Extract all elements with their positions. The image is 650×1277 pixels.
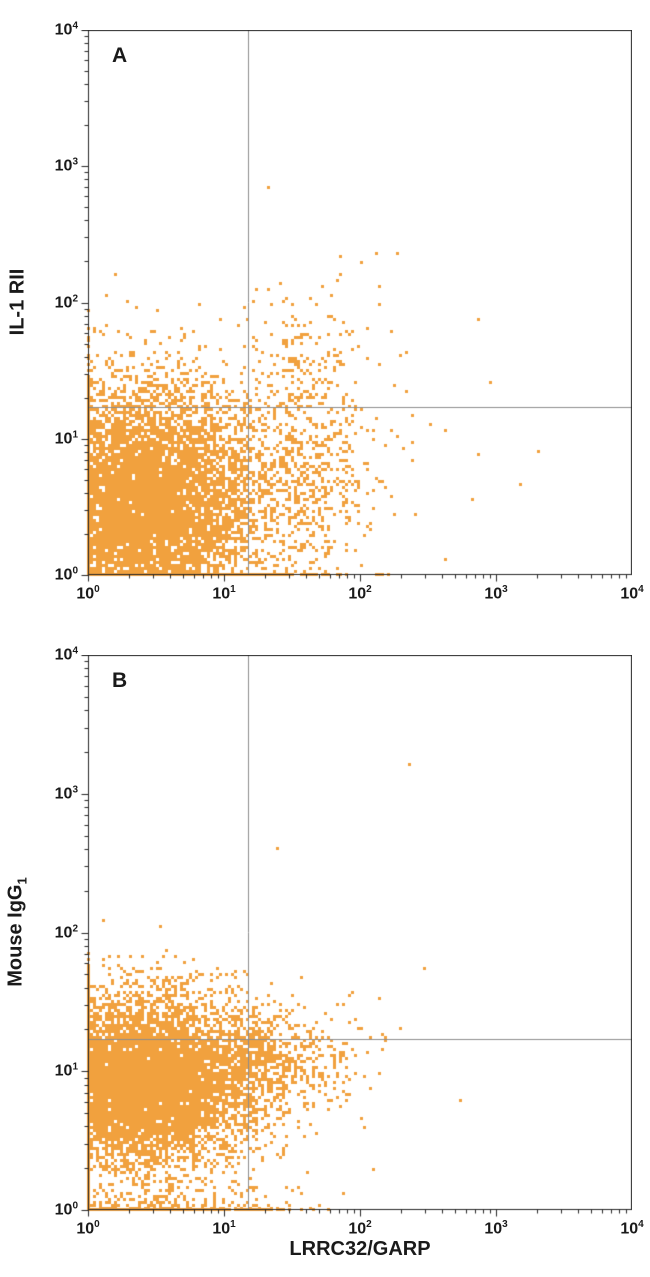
x-tick-label: 103: [484, 584, 508, 603]
x-axis-title: LRRC32/GARP: [289, 1238, 431, 1260]
x-tick-label: 101: [212, 1219, 236, 1238]
x-tick-label: 103: [484, 1219, 508, 1238]
panel-b-y-axis-title: Mouse IgG1: [5, 877, 30, 986]
y-tick-label: 101: [54, 429, 78, 448]
panel-a-y-axis-title-text: IL-1 RII: [6, 268, 29, 336]
panel-b-y-axis-title-text: Mouse IgG: [4, 884, 27, 987]
y-tick-label: 100: [54, 565, 78, 584]
y-tick-label: 102: [54, 292, 78, 312]
x-tick-label: 104: [620, 1219, 644, 1238]
panel-a-y-axis-title: IL-1 RII: [7, 269, 32, 336]
x-tick-label: 104: [620, 584, 644, 603]
y-tick-label: 104: [54, 645, 78, 664]
y-tick-label: 100: [54, 1200, 78, 1219]
y-tick-label: 103: [54, 156, 78, 175]
panel-a-dot-plot: [78, 30, 632, 589]
panel-b-dot-plot: [78, 655, 632, 1224]
panel-b-y-axis-title-sub: 1: [14, 877, 30, 885]
y-tick-label: 103: [54, 784, 78, 803]
x-tick-label: 100: [76, 584, 100, 603]
y-tick-label: 101: [54, 1061, 78, 1080]
y-tick-label: 102: [54, 922, 78, 942]
x-tick-label: 102: [348, 1219, 372, 1238]
x-tick-label: 100: [76, 1219, 100, 1238]
x-tick-label: 101: [212, 584, 236, 603]
x-tick-label: 102: [348, 584, 372, 603]
y-tick-label: 104: [54, 20, 78, 39]
